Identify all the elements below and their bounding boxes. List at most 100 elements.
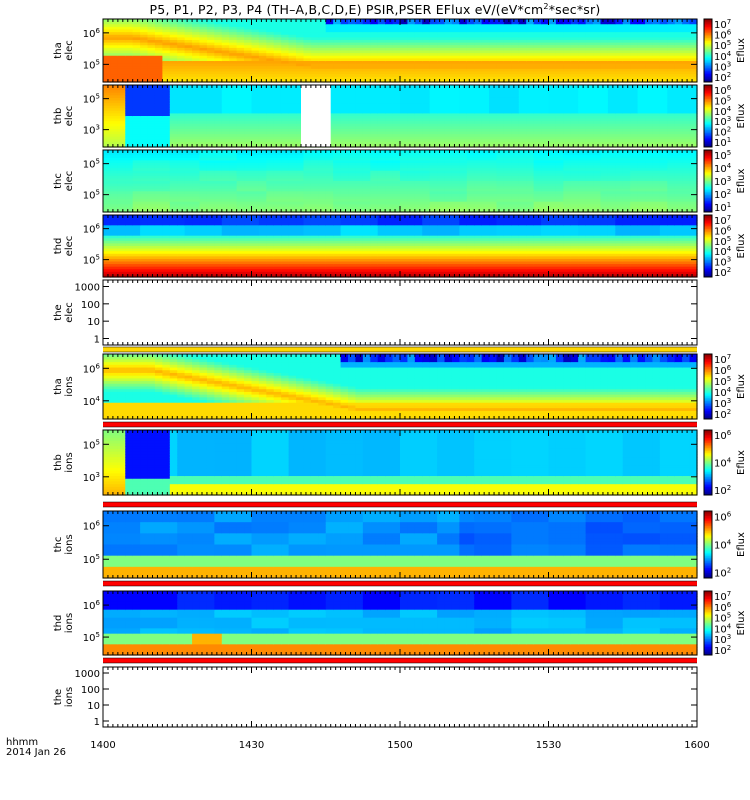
- heatmap-cell: [117, 105, 126, 109]
- heatmap-cell: [437, 61, 446, 65]
- heatmap-cell: [503, 74, 512, 78]
- heatmap-cell: [177, 58, 186, 62]
- heatmap-cell: [162, 134, 171, 138]
- heatmap-cell: [437, 68, 446, 73]
- heatmap-cell: [236, 37, 245, 41]
- heatmap-cell: [667, 29, 676, 33]
- heatmap-cell: [385, 95, 394, 99]
- heatmap-cell: [422, 90, 431, 94]
- heatmap-cell: [333, 90, 342, 94]
- heatmap-cell: [333, 42, 342, 46]
- heatmap-cell: [444, 37, 453, 41]
- heatmap-cell: [466, 79, 475, 83]
- heatmap-cell: [169, 90, 178, 94]
- heatmap-cell: [585, 71, 594, 75]
- colorbar-swatch: [704, 31, 712, 34]
- heatmap-cell: [125, 113, 134, 117]
- heatmap-cell: [221, 58, 230, 62]
- heatmap-cell: [258, 71, 267, 75]
- heatmap-cell: [296, 126, 305, 130]
- heatmap-cell: [444, 68, 453, 73]
- heatmap-cell: [162, 141, 171, 146]
- heatmap-cell: [400, 134, 409, 138]
- heatmap-cell: [162, 116, 171, 120]
- heatmap-cell: [355, 71, 364, 75]
- heatmap-cell: [147, 85, 156, 89]
- heatmap-cell: [593, 26, 602, 31]
- heatmap-cell: [214, 29, 223, 33]
- heatmap-cell: [503, 40, 512, 44]
- heatmap-cell: [244, 100, 253, 104]
- heatmap-cell: [103, 42, 112, 46]
- heatmap-cell: [630, 68, 639, 73]
- heatmap-cell: [162, 55, 171, 59]
- heatmap-cell: [511, 53, 520, 57]
- heatmap-cell: [273, 118, 282, 122]
- heatmap-cell: [489, 21, 498, 25]
- heatmap-cell: [325, 37, 334, 41]
- heatmap-cell: [511, 42, 520, 46]
- heatmap-cell: [622, 19, 631, 23]
- heatmap-cell: [258, 97, 267, 102]
- heatmap-cell: [132, 126, 141, 130]
- heatmap-cell: [236, 58, 245, 62]
- heatmap-cell: [385, 113, 394, 117]
- heatmap-cell: [258, 90, 267, 94]
- heatmap-cell: [414, 144, 423, 148]
- heatmap-cell: [340, 95, 349, 99]
- heatmap-cell: [214, 136, 223, 140]
- heatmap-cell: [125, 53, 134, 57]
- heatmap-cell: [206, 21, 215, 25]
- heatmap-cell: [103, 63, 112, 67]
- heatmap-cell: [132, 61, 141, 65]
- heatmap-cell: [429, 47, 438, 52]
- heatmap-cell: [600, 24, 609, 28]
- heatmap-cell: [689, 47, 698, 52]
- heatmap-cell: [206, 136, 215, 140]
- heatmap-cell: [192, 126, 201, 130]
- heatmap-cell: [407, 108, 416, 112]
- colorbar-swatch: [704, 25, 712, 28]
- heatmap-cell: [288, 113, 297, 117]
- heatmap-cell: [355, 55, 364, 59]
- heatmap-cell: [236, 126, 245, 130]
- heatmap-cell: [251, 63, 260, 67]
- heatmap-cell: [229, 90, 238, 94]
- heatmap-cell: [110, 118, 119, 122]
- heatmap-cell: [481, 66, 490, 70]
- heatmap-cell: [154, 113, 163, 117]
- heatmap-cell: [444, 32, 453, 36]
- heatmap-cell: [273, 131, 282, 135]
- heatmap-cell: [318, 21, 327, 25]
- heatmap-cell: [689, 29, 698, 33]
- heatmap-cell: [355, 144, 364, 148]
- heatmap-cell: [600, 26, 609, 31]
- heatmap-cell: [414, 110, 423, 115]
- heatmap-cell: [348, 134, 357, 138]
- heatmap-cell: [496, 58, 505, 62]
- heatmap-cell: [140, 92, 149, 96]
- heatmap-cell: [184, 87, 193, 91]
- heatmap-cell: [600, 19, 609, 23]
- heatmap-cell: [407, 126, 416, 130]
- heatmap-cell: [340, 53, 349, 57]
- heatmap-cell: [689, 76, 698, 80]
- heatmap-cell: [563, 19, 572, 23]
- heatmap-cell: [251, 21, 260, 25]
- heatmap-cell: [154, 53, 163, 57]
- heatmap-cell: [244, 103, 253, 107]
- heatmap-cell: [169, 24, 178, 28]
- heatmap-cell: [511, 66, 520, 70]
- heatmap-cell: [214, 139, 223, 143]
- heatmap-cell: [117, 97, 126, 102]
- heatmap-cell: [377, 113, 386, 117]
- heatmap-cell: [125, 136, 134, 140]
- heatmap-cell: [214, 113, 223, 117]
- colorbar-swatch: [704, 48, 712, 51]
- heatmap-cell: [281, 126, 290, 130]
- heatmap-cell: [348, 100, 357, 104]
- heatmap-cell: [273, 29, 282, 33]
- heatmap-cell: [184, 29, 193, 33]
- heatmap-cell: [310, 47, 319, 52]
- heatmap-cell: [117, 103, 126, 107]
